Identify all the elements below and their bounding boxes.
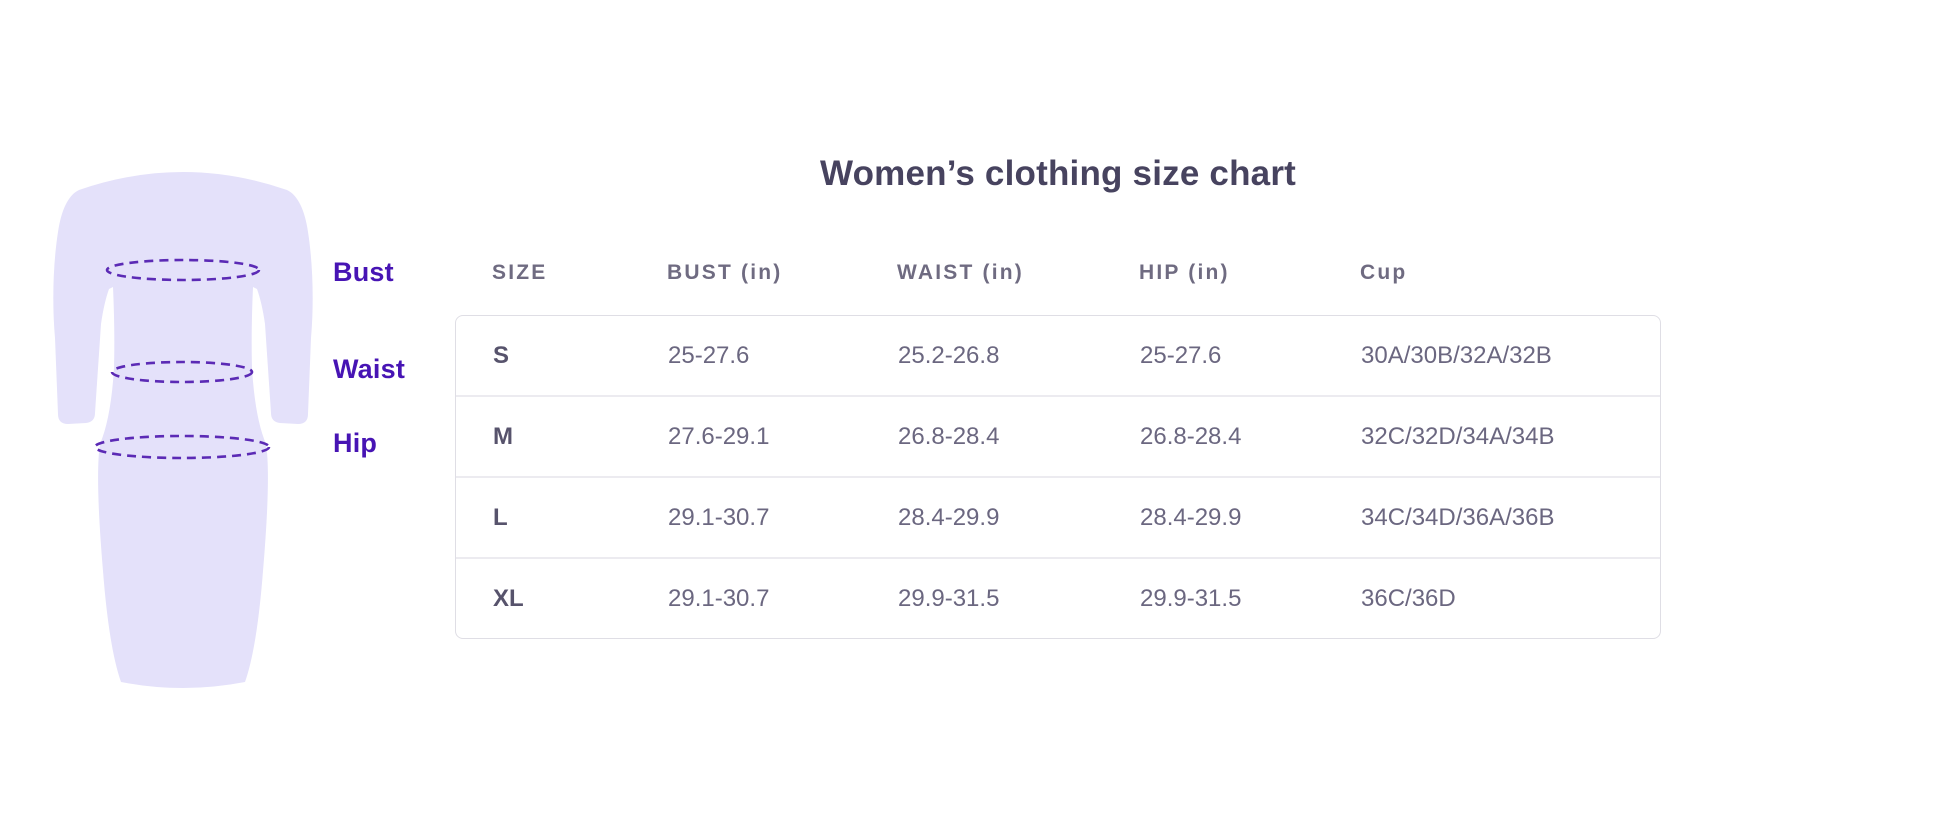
cup-cell: 36C/36D [1361,584,1456,612]
bust-label: Bust [333,257,394,287]
bust-measure-ellipse [105,258,261,282]
size-cell: S [493,341,510,369]
waist-cell: 26.8-28.4 [898,422,1000,450]
bust-cell: 25-27.6 [668,341,750,369]
cup-cell: 32C/32D/34A/34B [1361,422,1555,450]
column-header-waist: WAIST (in) [897,261,1024,284]
column-header-bust: BUST (in) [667,261,783,284]
waist-cell: 28.4-29.9 [898,503,1000,531]
waist-measure-ellipse [110,360,254,384]
page-title: Women’s clothing size chart [819,154,1297,193]
hip-cell: 29.9-31.5 [1140,584,1242,612]
dress-diagram [53,172,313,688]
table-row: S 25-27.6 25.2-26.8 25-27.6 30A/30B/32A/… [456,316,1660,395]
size-table: S 25-27.6 25.2-26.8 25-27.6 30A/30B/32A/… [455,315,1661,639]
waist-cell: 29.9-31.5 [898,584,1000,612]
size-cell: XL [493,584,524,612]
size-table-header: SIZE BUST (in) WAIST (in) HIP (in) Cup [455,258,1661,288]
cup-cell: 34C/34D/36A/36B [1361,503,1555,531]
table-row: L 29.1-30.7 28.4-29.9 28.4-29.9 34C/34D/… [456,476,1660,557]
waist-cell: 25.2-26.8 [898,341,1000,369]
bust-cell: 29.1-30.7 [668,503,770,531]
bust-cell: 27.6-29.1 [668,422,770,450]
table-row: M 27.6-29.1 26.8-28.4 26.8-28.4 32C/32D/… [456,395,1660,476]
hip-cell: 28.4-29.9 [1140,503,1242,531]
hip-measure-ellipse [93,434,271,460]
dress-silhouette [53,172,313,688]
column-header-size: SIZE [492,261,548,284]
size-cell: M [493,422,513,450]
hip-label: Hip [333,428,378,458]
table-row: XL 29.1-30.7 29.9-31.5 29.9-31.5 36C/36D [456,557,1660,638]
hip-cell: 25-27.6 [1140,341,1222,369]
column-header-cup: Cup [1360,261,1408,284]
cup-cell: 30A/30B/32A/32B [1361,341,1552,369]
bust-cell: 29.1-30.7 [668,584,770,612]
hip-cell: 26.8-28.4 [1140,422,1242,450]
column-header-hip: HIP (in) [1139,261,1230,284]
size-cell: L [493,503,508,531]
waist-label: Waist [333,354,406,384]
